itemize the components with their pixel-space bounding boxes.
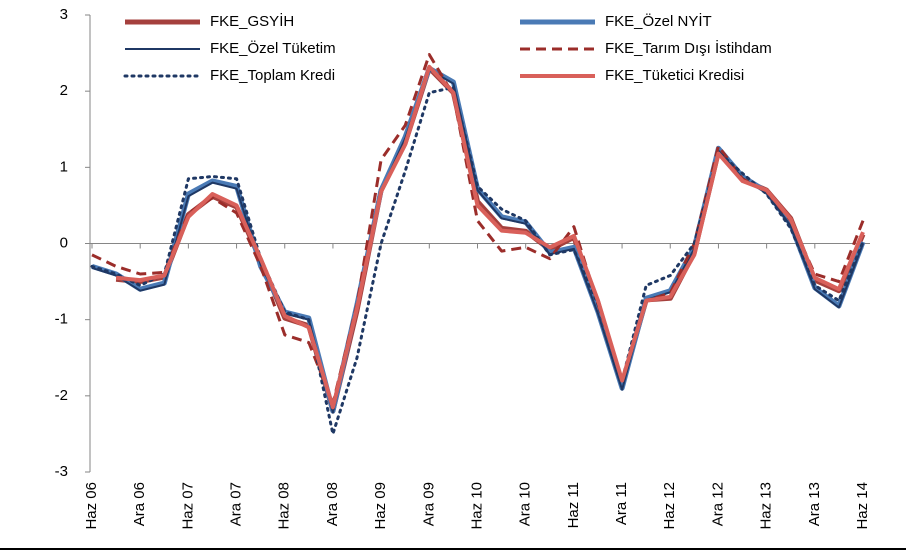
- series-line: [91, 68, 864, 414]
- x-tick-label: Ara 09: [420, 482, 437, 526]
- legend-label: FKE_Toplam Kredi: [210, 67, 335, 84]
- x-tick-label: Ara 08: [324, 482, 341, 526]
- y-tick-label: 3: [60, 6, 68, 23]
- series-line: [115, 65, 866, 414]
- y-tick-label: -3: [55, 463, 68, 480]
- x-tick-label: Ara 10: [517, 482, 534, 526]
- x-tick-label: Ara 07: [228, 482, 245, 526]
- x-tick-label: Haz 11: [565, 482, 582, 528]
- x-tick-label: Haz 08: [276, 482, 293, 530]
- x-tick-label: Haz 10: [468, 482, 485, 530]
- y-tick-label: 2: [60, 82, 68, 99]
- y-tick-label: -1: [55, 311, 68, 328]
- legend-label: FKE_Tüketici Kredisi: [605, 67, 744, 84]
- series-line: [90, 85, 865, 436]
- legend-label: FKE_Tarım Dışı İstihdam: [605, 39, 772, 57]
- series-line: [91, 53, 865, 405]
- x-tick-label: Ara 13: [806, 482, 823, 526]
- x-tick-label: Haz 06: [83, 482, 100, 530]
- x-tick-label: Ara 06: [131, 482, 148, 526]
- x-tick-label: Haz 12: [661, 482, 678, 530]
- x-tick-label: Haz 14: [854, 482, 871, 530]
- x-tick-label: Haz 07: [179, 482, 196, 530]
- x-tick-label: Haz 09: [372, 482, 389, 530]
- series-line: [91, 65, 866, 414]
- legend-label: FKE_Özel NYİT: [605, 12, 712, 30]
- y-tick-label: -2: [55, 387, 68, 404]
- y-tick-label: 0: [60, 234, 68, 251]
- x-tick-label: Ara 11: [613, 482, 630, 525]
- y-tick-label: 1: [60, 158, 68, 175]
- x-tick-label: Haz 13: [758, 482, 775, 530]
- series-line: [115, 64, 865, 410]
- x-tick-label: Ara 12: [709, 482, 726, 526]
- legend-label: FKE_Özel Tüketim: [210, 39, 336, 57]
- legend-label: FKE_GSYİH: [210, 12, 294, 30]
